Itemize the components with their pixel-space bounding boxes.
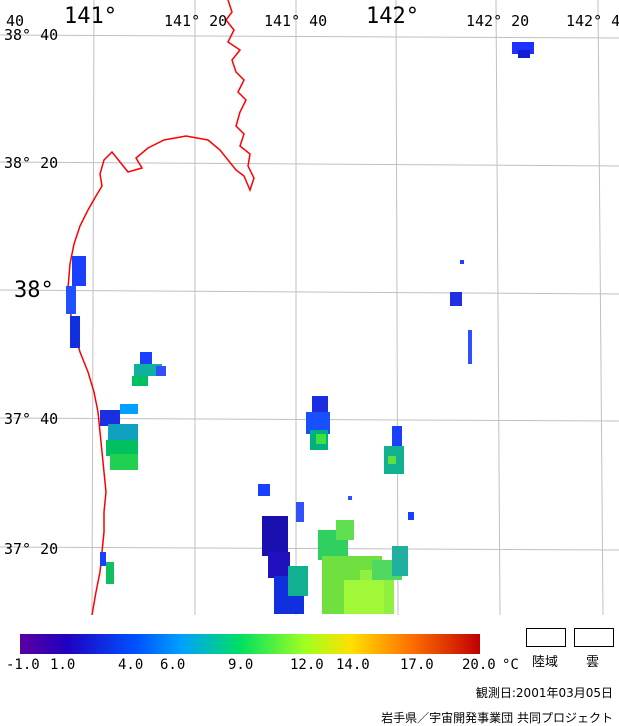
colorbar-tick-label: 17.0 xyxy=(400,657,434,673)
coastline xyxy=(67,0,255,615)
lat-label-38-40: 38° 40 xyxy=(4,26,59,44)
lon-label-141-40: 141° 40 xyxy=(264,12,328,30)
colorbar-unit: °C xyxy=(502,657,519,673)
credit-line: 岩手県／宇宙開発事業団 共同プロジェクト xyxy=(381,711,613,725)
colorbar-tick-label: 6.0 xyxy=(160,657,186,673)
lon-label-141: 141° xyxy=(64,4,117,29)
lat-label-38: 38° xyxy=(14,278,54,303)
land-legend-label: 陸域 xyxy=(532,655,559,670)
cloud-legend-label: 雲 xyxy=(586,655,600,670)
colorbar-tick-label: 12.0 xyxy=(290,657,324,673)
corner-label: 40 xyxy=(6,12,25,30)
lat-label-37-40: 37° 40 xyxy=(4,410,59,428)
sst-map xyxy=(0,0,619,615)
cloud-legend-swatch xyxy=(574,628,614,647)
colorbar-gradient xyxy=(20,634,480,654)
land-legend-swatch xyxy=(526,628,566,647)
colorbar-tick-label: 20.0 xyxy=(462,657,496,673)
colorbar-tick-label: 4.0 xyxy=(118,657,144,673)
lat-label-38-20: 38° 20 xyxy=(4,154,59,172)
colorbar-tick-label: 1.0 xyxy=(50,657,76,673)
sst-pixels xyxy=(66,42,534,614)
lon-label-142-40: 142° 40 xyxy=(566,12,619,30)
colorbar-tick-label: -1.0 xyxy=(6,657,40,673)
observation-date: 観測日:2001年03月05日 xyxy=(475,686,613,700)
lon-label-142: 142° xyxy=(366,4,419,29)
lat-label-37-20: 37° 20 xyxy=(4,540,59,558)
temperature-colorbar xyxy=(20,634,480,654)
colorbar-tick-label: 9.0 xyxy=(228,657,254,673)
lon-label-141-20: 141° 20 xyxy=(164,12,228,30)
colorbar-tick-label: 14.0 xyxy=(336,657,370,673)
lon-label-142-20: 142° 20 xyxy=(466,12,530,30)
graticule xyxy=(0,0,619,615)
